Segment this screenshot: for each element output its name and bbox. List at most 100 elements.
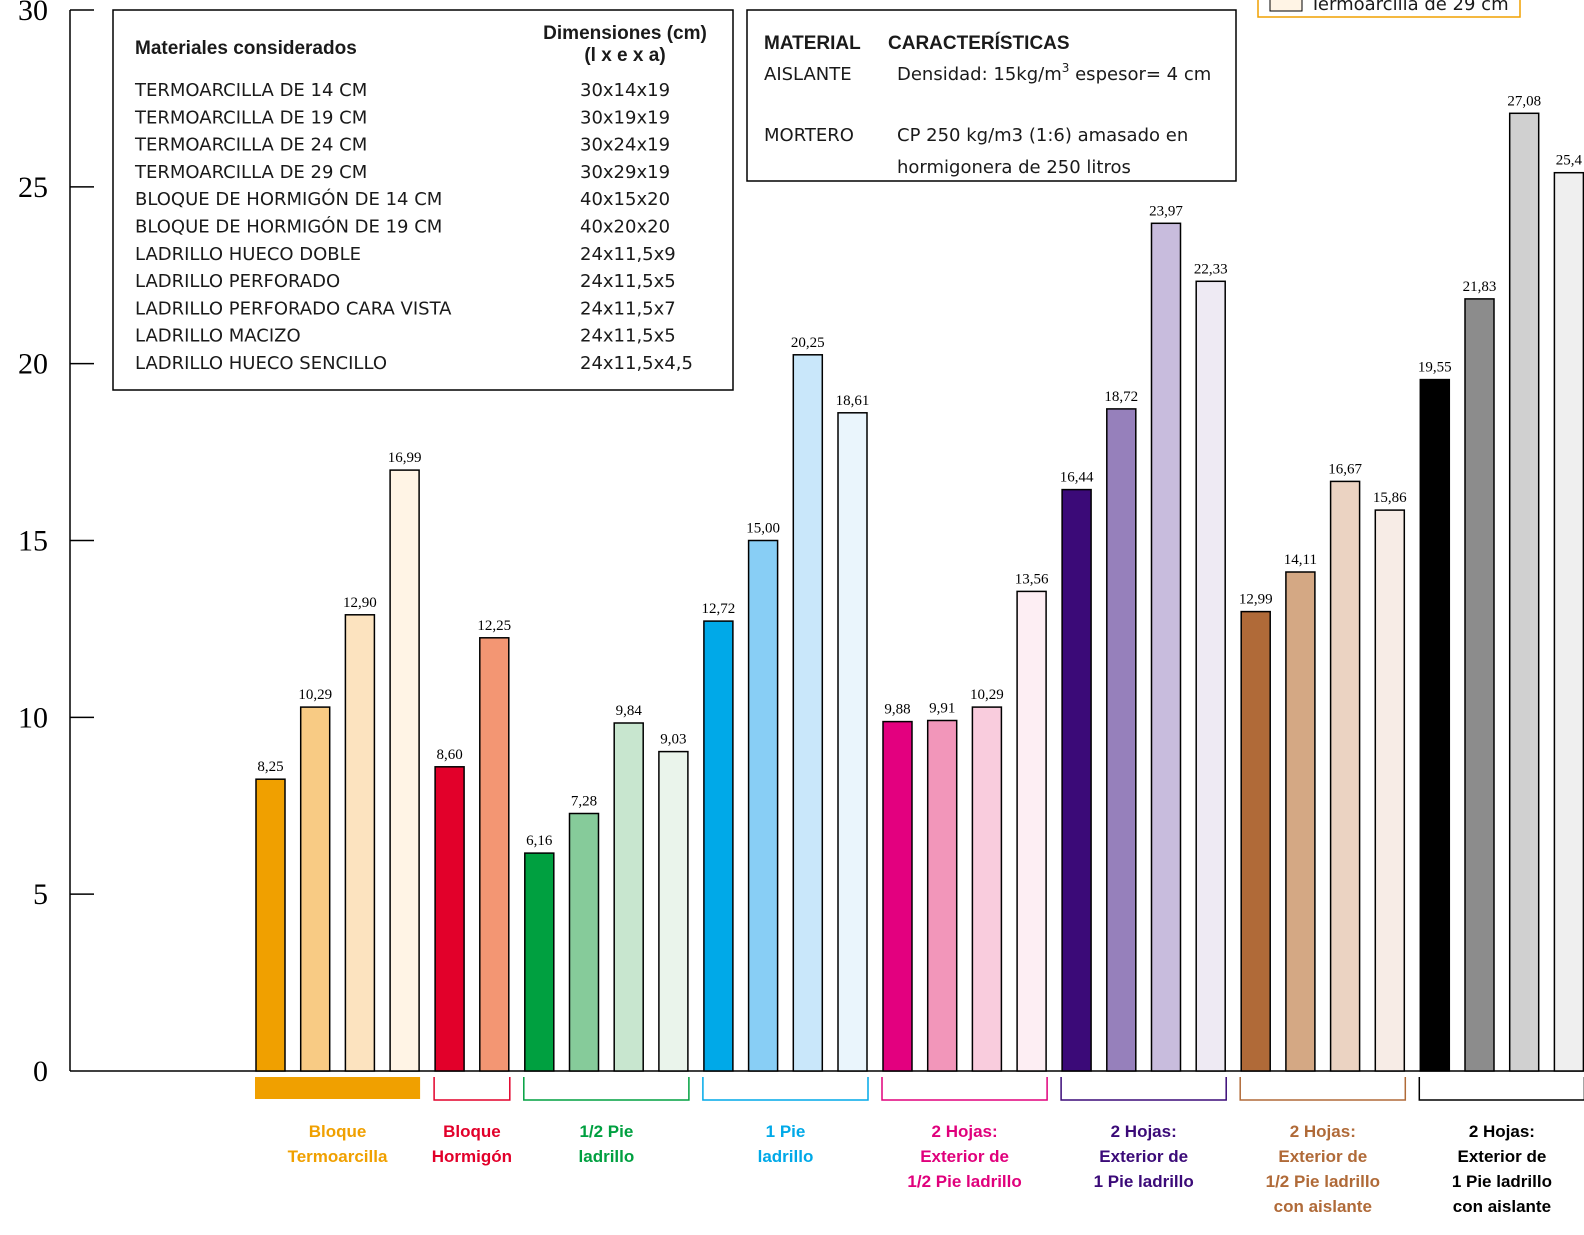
bar — [524, 852, 555, 1072]
mortero-name: MORTERO — [764, 125, 854, 146]
material-header: MATERIAL — [764, 33, 861, 54]
bar — [747, 539, 779, 1072]
aislante-features: Densidad: 15kg/m3 espesor= 4 cm — [897, 61, 1211, 85]
bar-value-label: 16,44 — [1060, 470, 1094, 486]
group-bracket — [433, 1077, 511, 1101]
bar-value-label: 9,84 — [616, 703, 643, 719]
bar-value-label: 6,16 — [526, 833, 553, 849]
y-tick-label: 25 — [18, 171, 48, 204]
bar-value-label: 12,25 — [477, 618, 511, 634]
aislante-name: AISLANTE — [764, 64, 852, 85]
bar — [1553, 171, 1584, 1072]
group-label: 2 Hojas: Exterior de 1/2 Pie ladrillo — [907, 1122, 1021, 1191]
group-bracket — [702, 1077, 869, 1101]
materials-box: Materiales considerados Dimensiones (cm)… — [112, 9, 734, 391]
bar-value-label: 15,00 — [746, 521, 780, 537]
material-name: LADRILLO PERFORADO — [135, 271, 340, 292]
bar — [792, 354, 824, 1072]
bar-value-label: 18,61 — [836, 393, 870, 409]
group-bracket — [1239, 1077, 1407, 1101]
material-dimensions: 40x20x20 — [580, 217, 670, 238]
group-bracket — [1418, 1077, 1584, 1101]
bar-value-label: 16,67 — [1328, 461, 1362, 477]
features-header: CARACTERÍSTICAS — [888, 32, 1070, 54]
bar — [971, 706, 1003, 1072]
material-dimensions: 30x19x19 — [580, 107, 670, 128]
bar — [837, 412, 868, 1072]
y-tick-label: 15 — [18, 525, 48, 558]
group-bracket — [523, 1077, 690, 1101]
bar — [613, 722, 644, 1072]
group-bracket — [255, 1077, 421, 1099]
bar — [1329, 480, 1361, 1072]
bar — [926, 719, 958, 1072]
bar — [568, 812, 600, 1072]
bar — [703, 620, 734, 1072]
material-name: LADRILLO MACIZO — [135, 326, 301, 347]
legend: Termoarcilla de 29 cm — [1257, 0, 1521, 18]
bar-value-label: 12,99 — [1239, 592, 1273, 608]
material-name: BLOQUE DE HORMIGÓN DE 19 CM — [135, 216, 442, 238]
y-tick-label: 10 — [18, 701, 48, 734]
dimensions-header: Dimensiones (cm) — [543, 23, 707, 44]
material-dimensions: 24x11,5x4,5 — [580, 353, 693, 374]
bar-value-label: 22,33 — [1194, 261, 1228, 277]
bar — [1150, 222, 1182, 1072]
material-dimensions: 40x15x20 — [580, 189, 670, 210]
bar — [1374, 509, 1406, 1072]
material-name: TERMOARCILLA DE 14 CM — [134, 80, 367, 101]
material-name: TERMOARCILLA DE 19 CM — [134, 107, 367, 128]
materials-box-frame — [112, 9, 734, 391]
bar-value-label: 19,55 — [1418, 360, 1452, 376]
legend-frame — [1257, 0, 1521, 18]
bar — [882, 720, 913, 1072]
bar — [1419, 378, 1451, 1072]
bar-value-label: 23,97 — [1149, 203, 1183, 219]
material-dimensions: 30x14x19 — [580, 80, 670, 101]
y-tick-label: 0 — [33, 1055, 48, 1088]
bar-value-label: 7,28 — [571, 794, 597, 810]
bar-value-label: 10,29 — [298, 687, 332, 703]
bar-value-label: 10,29 — [970, 687, 1004, 703]
legend-swatch — [1269, 0, 1303, 12]
bar-value-label: 16,99 — [388, 450, 422, 466]
y-tick-label: 5 — [33, 878, 48, 911]
bar — [1285, 571, 1316, 1072]
bar-value-label: 8,60 — [436, 747, 462, 763]
group-bracket — [1060, 1077, 1227, 1101]
materials-header: Materiales considerados — [135, 38, 357, 59]
bar — [1061, 488, 1092, 1072]
bar-value-label: 12,90 — [343, 595, 377, 611]
bar — [1508, 112, 1540, 1072]
material-name: BLOQUE DE HORMIGÓN DE 14 CM — [135, 188, 442, 210]
bar-value-label: 20,25 — [791, 335, 825, 351]
bar — [1464, 298, 1495, 1072]
material-name: LADRILLO HUECO DOBLE — [135, 244, 361, 265]
bar-value-label: 8,25 — [257, 759, 283, 775]
bar — [389, 469, 420, 1072]
dimensions-subheader: (l x e x a) — [584, 45, 665, 66]
bar-value-label: 15,86 — [1373, 490, 1407, 506]
bar — [1240, 610, 1271, 1072]
bars: 8,25 10,29 12,90 16,99 8,60 12,25 6,16 7,28 9,84… — [255, 93, 1584, 1072]
bar-value-label: 9,88 — [884, 702, 910, 718]
material-dimensions: 30x29x19 — [580, 162, 670, 183]
properties-box: MATERIAL CARACTERÍSTICAS AISLANTE Densid… — [746, 9, 1237, 182]
bar-value-label: 12,72 — [702, 601, 736, 617]
material-name: TERMOARCILLA DE 29 CM — [134, 162, 367, 183]
bar-value-label: 27,08 — [1507, 93, 1541, 109]
y-tick-label: 30 — [18, 0, 48, 27]
material-name: LADRILLO PERFORADO CARA VISTA — [135, 298, 452, 319]
materials-rows: TERMOARCILLA DE 14 CM 30x14x19 TERMOARCILL… — [134, 80, 693, 374]
mortero-features-line2: hormigonera de 250 litros — [897, 157, 1131, 178]
material-dimensions: 24x11,5x5 — [580, 326, 676, 347]
bar — [479, 637, 510, 1072]
material-dimensions: 24x11,5x5 — [580, 271, 676, 292]
material-dimensions: 24x11,5x9 — [580, 244, 676, 265]
bar — [1016, 590, 1047, 1072]
mortero-features-line1: CP 250 kg/m3 (1:6) amasado en — [897, 125, 1188, 146]
bar-value-label: 9,03 — [660, 732, 686, 748]
bar-value-label: 25,4 — [1556, 153, 1583, 169]
group-label: 2 Hojas: Exterior de 1/2 Pie ladrillo con a… — [1266, 1122, 1380, 1216]
bar — [1106, 408, 1137, 1072]
